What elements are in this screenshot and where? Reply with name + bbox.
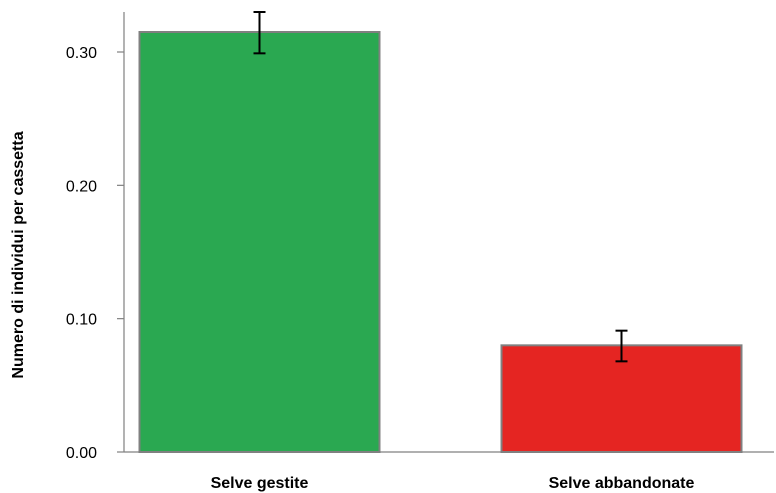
y-tick-label: 0.00 [66,445,97,462]
y-axis: 0.00 0.10 0.20 0.30 [66,12,125,462]
x-axis: Selve gestite Selve abbandonate [124,451,774,492]
x-category-label: Selve gestite [211,475,309,492]
y-tick-label: 0.30 [66,45,97,62]
y-axis-title: Numero di individui per cassetta [10,131,27,378]
error-bars-group [253,11,628,363]
bar [138,31,381,453]
bars-group [138,31,743,454]
y-tick-label: 0.10 [66,312,97,329]
x-category-label: Selve abbandonate [549,475,695,492]
bar [500,344,743,454]
y-tick-label: 0.20 [66,178,97,195]
